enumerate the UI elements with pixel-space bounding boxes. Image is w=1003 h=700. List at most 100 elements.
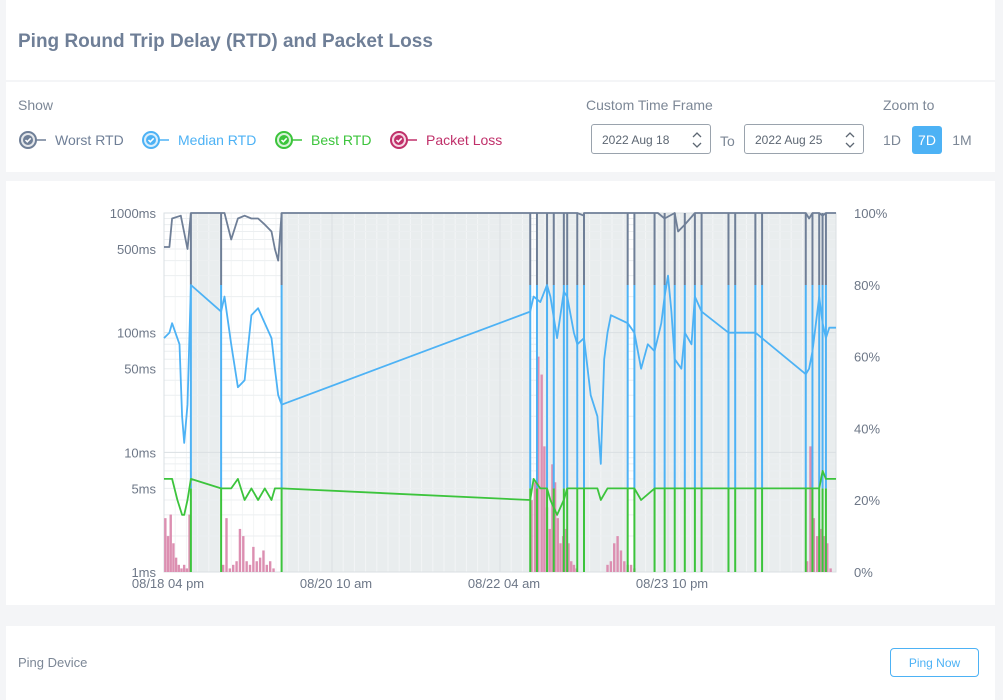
legend-best-rtd[interactable]: Best RTD [274,130,371,150]
packet-loss-bar [537,356,540,572]
series-line-best-rtd [164,470,836,516]
x-tick-label: 08/23 10 pm [636,576,708,591]
checkmark-circle-icon [390,131,417,149]
spinner-arrows-icon[interactable] [692,130,702,150]
packet-loss-bar [570,561,573,572]
packet-loss-bar [248,564,252,572]
show-label: Show [18,97,54,113]
packet-loss-bar [268,561,272,572]
y-right-tick-label: 100% [854,206,888,221]
packet-loss-bar [533,482,537,572]
packet-loss-bar [543,446,546,572]
packet-loss-bar [819,528,822,572]
packet-loss-bar [629,564,633,572]
packet-loss-bar [619,550,623,572]
legend-label: Packet Loss [426,132,503,148]
zoom-label: Zoom to [883,97,935,113]
packet-loss-bar [169,514,172,572]
packet-loss-bar [559,543,562,572]
packet-loss-bar [616,536,619,572]
packet-loss-bar [262,550,265,572]
packet-loss-bar [182,564,186,572]
packet-loss-bar [809,446,812,572]
packet-loss-bar [826,543,829,572]
packet-loss-bar [225,518,228,572]
packet-loss-bar [812,518,816,572]
packet-loss-bar [815,536,819,572]
packet-loss-bar [221,564,225,572]
y-left-tick-label: 500ms [117,242,157,257]
ping-now-button[interactable]: Ping Now [890,648,979,677]
y-right-tick-label: 0% [854,565,873,580]
packet-loss-bar [572,564,576,572]
x-tick-label: 08/18 04 pm [132,576,204,591]
series-line-median-rtd [163,274,836,465]
zoom-1d-button[interactable]: 1D [883,132,901,148]
packet-loss-bar [551,464,554,572]
packet-loss-bar [564,528,568,572]
packet-loss-bar [265,564,269,572]
legend-worst-rtd[interactable]: Worst RTD [18,130,124,150]
packet-loss-bar [242,536,245,572]
packet-loss-bar [606,564,609,572]
packet-loss-bar [530,500,533,572]
packet-loss-bar [238,528,242,572]
packet-loss-bar [548,528,551,572]
y-right-tick-label: 60% [854,350,880,365]
packet-loss-bar [172,543,175,572]
date-to-input[interactable]: 2022 Aug 25 [744,124,864,154]
packet-loss-bar [822,536,826,572]
packet-loss-bar [829,568,832,572]
date-from-input[interactable]: 2022 Aug 18 [591,124,711,154]
packet-loss-bar [235,561,238,572]
packet-loss-bar [185,568,189,572]
custom-time-frame-label: Custom Time Frame [586,97,713,113]
offline-region [536,213,628,572]
offline-region [190,213,222,572]
legend-median-rtd[interactable]: Median RTD [141,130,256,150]
packet-loss-bar [232,564,235,572]
checkmark-circle-icon [19,131,46,149]
packet-loss-bar [174,557,178,572]
zoom-1m-button[interactable]: 1M [952,132,972,148]
y-left-tick-label: 100ms [117,326,157,341]
chart-card: 1000ms 500ms 100ms 50ms 10ms 5ms 1ms 100% 80% 60%… [6,181,995,605]
x-tick-label: 08/22 04 am [468,576,540,591]
packet-loss-bar [255,561,258,572]
controls-card: Show Worst RTD Median RTD Best RTD Packe… [6,82,995,172]
zoom-7d-button[interactable]: 7D [912,126,942,154]
checkmark-circle-icon [142,131,169,149]
rtd-chart: 1000ms 500ms 100ms 50ms 10ms 5ms 1ms 100% 80% 60%… [110,206,888,591]
y-left-tick-label: 10ms [124,445,156,460]
packet-loss-bar [166,536,170,572]
packet-loss-bar [252,546,255,572]
spinner-arrows-icon[interactable] [845,130,855,150]
packet-loss-bar [567,543,570,572]
y-left-tick-label: 1ms [131,565,156,580]
ping-device-card: Ping Device Ping Now [6,626,995,700]
series-line-worst-rtd [164,212,836,262]
y-right-tick-label: 80% [854,278,880,293]
legend-label: Best RTD [311,132,372,148]
packet-loss-bar [258,557,262,572]
page-title: Ping Round Trip Delay (RTD) and Packet L… [18,31,433,52]
packet-loss-bar [609,561,613,572]
y-right-tick-label: 40% [854,421,880,436]
y-left-tick-label: 5ms [131,481,156,496]
date-to-value: 2022 Aug 25 [755,133,823,147]
packet-loss-bar [805,561,809,572]
packet-loss-bar [177,564,180,572]
date-from-value: 2022 Aug 18 [602,133,670,147]
packet-loss-bar [180,568,183,572]
legend-label: Worst RTD [55,132,124,148]
x-tick-label: 08/20 10 am [300,576,372,591]
packet-loss-bar [164,518,167,572]
packet-loss-bar [245,561,248,572]
ping-device-label: Ping Device [18,655,88,670]
y-right-tick-label: 20% [854,493,880,508]
packet-loss-bar [540,374,543,572]
to-label: To [720,133,735,149]
legend-packet-loss[interactable]: Packet Loss [389,130,502,150]
packet-loss-bar [623,561,626,572]
packet-loss-bar [556,518,559,572]
